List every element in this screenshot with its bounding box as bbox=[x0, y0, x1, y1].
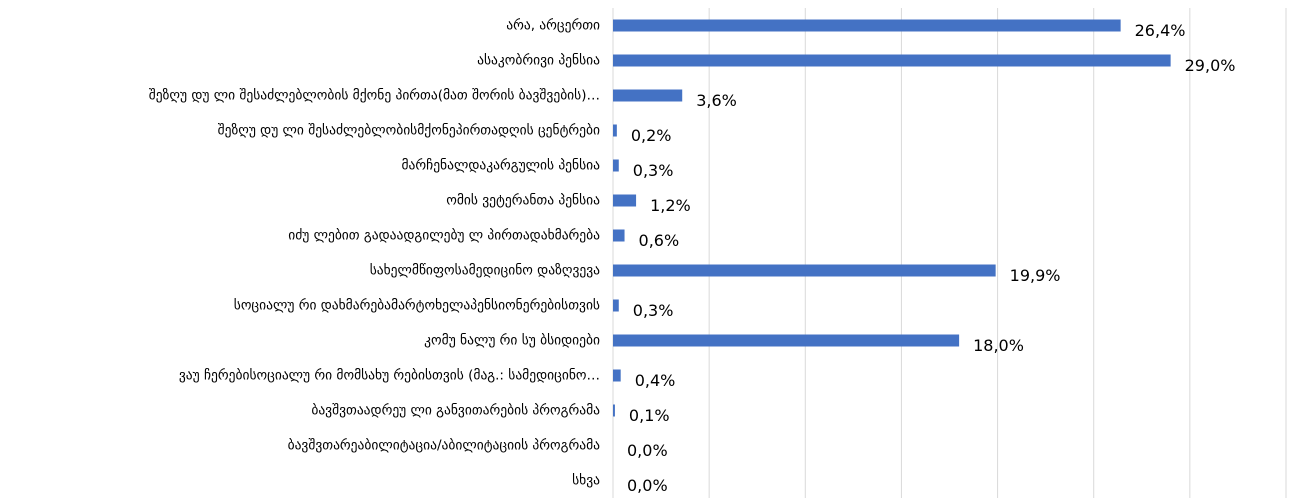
category-label: ბავშვთაადრეუ ლი განვითარების პროგრამა bbox=[311, 402, 600, 419]
category-label: ომის ვეტერანთა პენსია bbox=[446, 192, 600, 209]
category-label: შეზღუ დუ ლი შესაძლებლობისმქონეპირთადღის … bbox=[218, 122, 600, 139]
bar bbox=[613, 19, 1121, 32]
bar bbox=[613, 334, 960, 347]
category-label: შეზღუ დუ ლი შესაძლებლობის მქონე პირთა(მა… bbox=[149, 87, 600, 104]
category-label: კომუ ნალუ რი სუ ბსიდიები bbox=[424, 332, 600, 349]
bar bbox=[613, 124, 617, 137]
value-label: 0,6% bbox=[639, 231, 680, 250]
bar bbox=[613, 54, 1171, 67]
category-label: ბავშვთარეაბილიტაცია/აბილიტაციის პროგრამა bbox=[288, 437, 601, 454]
value-label: 0,3% bbox=[633, 301, 674, 320]
category-label: იძუ ლებით გადაადგილებუ ლ პირთადახმარება bbox=[288, 227, 600, 244]
category-label: სახელმწიფოსამედიცინო დაზღვევა bbox=[370, 263, 600, 279]
value-label: 0,0% bbox=[627, 476, 668, 495]
bar bbox=[613, 264, 996, 277]
category-label: ვაუ ჩერებისოციალუ რი მომსახუ რებისთვის (… bbox=[179, 367, 600, 384]
value-label: 3,6% bbox=[696, 91, 737, 110]
value-label: 0,0% bbox=[627, 441, 668, 460]
value-label: 0,2% bbox=[631, 126, 672, 145]
bar bbox=[613, 369, 621, 382]
category-label: ასაკობრივი პენსია bbox=[477, 52, 600, 69]
value-label: 0,3% bbox=[633, 161, 674, 180]
category-label: სოციალუ რი დახმარებამარტოხელაპენსიონერებ… bbox=[234, 297, 600, 314]
value-label: 18,0% bbox=[973, 336, 1024, 355]
value-label: 1,2% bbox=[650, 196, 691, 215]
value-label: 19,9% bbox=[1010, 266, 1061, 285]
bar bbox=[613, 404, 615, 417]
bar bbox=[613, 159, 619, 172]
bar bbox=[613, 299, 619, 312]
value-label: 0,4% bbox=[635, 371, 676, 390]
bar bbox=[613, 194, 637, 207]
value-label: 26,4% bbox=[1135, 21, 1186, 40]
value-label: 0,1% bbox=[629, 406, 670, 425]
category-label: არა, არცერთი bbox=[506, 17, 600, 34]
category-label: მარჩენალდაკარგულის პენსია bbox=[402, 157, 601, 174]
value-label: 29,0% bbox=[1185, 56, 1236, 75]
bar bbox=[613, 89, 683, 102]
category-label: სხვა bbox=[572, 473, 600, 489]
bar bbox=[613, 229, 625, 242]
